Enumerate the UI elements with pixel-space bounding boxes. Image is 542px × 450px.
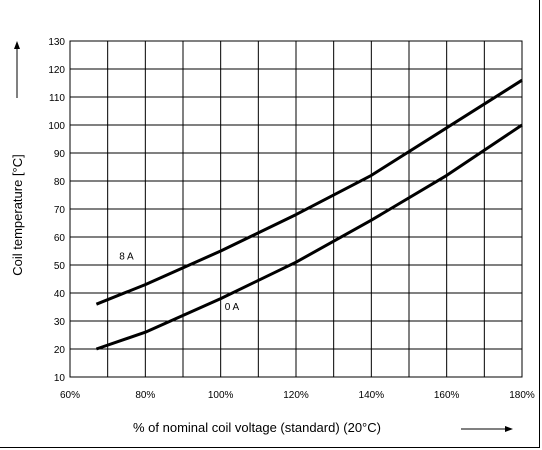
- y-tick-label: 50: [54, 261, 66, 272]
- x-tick-label: 140%: [359, 390, 385, 401]
- y-tick-label: 70: [54, 205, 66, 216]
- series-lines: [95, 78, 523, 351]
- x-tick-label: 100%: [208, 390, 234, 401]
- y-tick-label: 40: [54, 289, 66, 300]
- y-tick-label: 10: [54, 373, 66, 384]
- x-tick-labels: 60% 80% 100% 120% 140% 160% 180%: [60, 390, 535, 401]
- plot-area: [69, 40, 523, 378]
- x-tick-label: 80%: [135, 390, 155, 401]
- y-tick-label: 90: [54, 149, 66, 160]
- y-tick-label: 80: [54, 177, 66, 188]
- x-tick-label: 180%: [509, 390, 535, 401]
- series-label-8a: 8 A: [119, 251, 134, 262]
- y-tick-label: 30: [54, 317, 66, 328]
- x-axis-arrow-icon: [505, 426, 513, 432]
- y-tick-label: 100: [48, 121, 65, 132]
- y-tick-label: 20: [54, 345, 66, 356]
- x-axis-title: % of nominal coil voltage (standard) (20…: [133, 420, 381, 435]
- x-tick-label: 120%: [283, 390, 309, 401]
- x-tick-label: 60%: [60, 390, 80, 401]
- series-labels: 8 A 0 A: [119, 251, 239, 312]
- y-axis-arrow-icon: [14, 41, 20, 49]
- x-tick-label: 160%: [434, 390, 460, 401]
- grid-lines: [70, 41, 522, 377]
- series-line-8a: [95, 78, 523, 306]
- y-tick-label: 110: [49, 93, 65, 104]
- y-tick-label: 120: [48, 65, 65, 76]
- y-tick-label: 60: [54, 233, 66, 244]
- series-label-0a: 0 A: [225, 302, 240, 313]
- y-tick-label: 130: [48, 37, 65, 48]
- series-line-0a: [95, 123, 523, 351]
- y-tick-labels: 10 20 30 40 50 60 70 80 90 100 110 120 130: [48, 37, 65, 384]
- y-axis-title: Coil temperature [°C]: [10, 154, 25, 276]
